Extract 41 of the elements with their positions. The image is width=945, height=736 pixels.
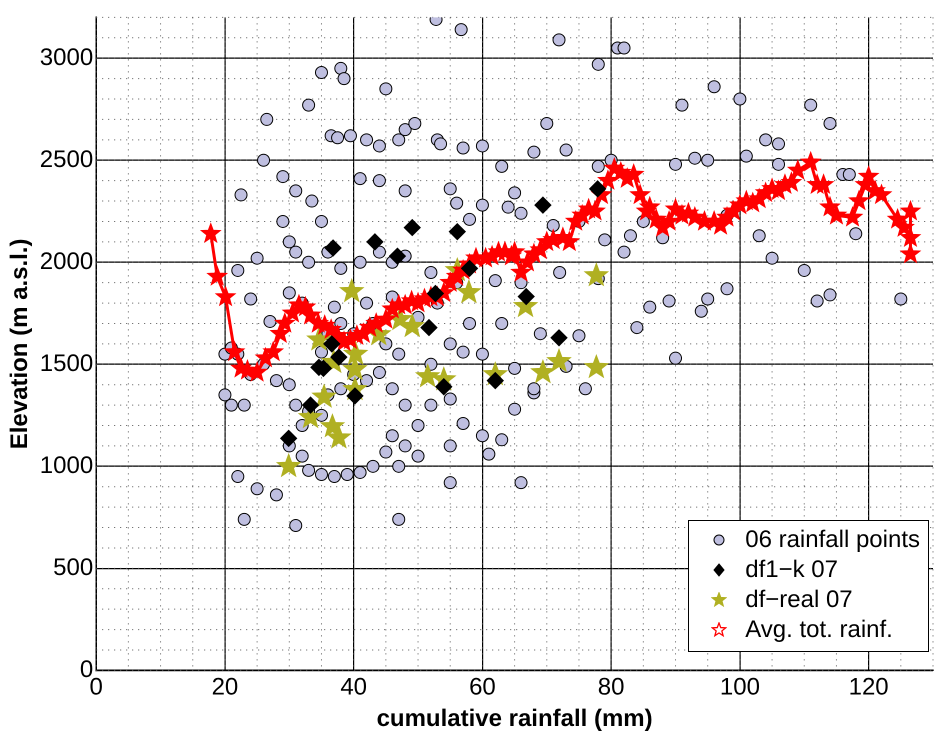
point — [276, 454, 301, 477]
point — [280, 430, 298, 447]
point — [547, 348, 571, 372]
y-tick-label: 1000 — [40, 452, 94, 479]
point — [404, 219, 421, 236]
legend-label: 06 rainfall points — [745, 525, 920, 555]
y-tick-label: 2500 — [40, 146, 94, 173]
x-tick-label: 40 — [340, 673, 368, 700]
point — [340, 278, 364, 302]
point — [388, 248, 406, 265]
point — [323, 335, 340, 352]
point — [344, 342, 368, 364]
legend-label: df−real 07 — [745, 585, 853, 615]
point — [420, 319, 438, 336]
legend-label: Avg. tot. rainf. — [745, 615, 893, 645]
x-tick-label: 20 — [212, 673, 238, 700]
point — [302, 396, 320, 414]
legend-label: df1−k 07 — [745, 555, 838, 585]
y-axis-title: Elevation (m a.s.l.) — [6, 238, 34, 450]
point — [584, 354, 608, 378]
y-tick-label: 500 — [53, 554, 94, 581]
point — [312, 384, 336, 408]
x-tick-label: 120 — [848, 673, 889, 700]
point — [518, 288, 535, 306]
point — [326, 425, 351, 448]
point — [550, 329, 568, 346]
point — [584, 263, 608, 286]
point — [456, 280, 481, 303]
x-tick-label: 80 — [598, 673, 624, 700]
point — [324, 239, 342, 256]
point — [534, 196, 552, 214]
y-tick-label: 1500 — [40, 350, 94, 377]
point — [366, 233, 384, 250]
y-tick-label: 3000 — [40, 44, 94, 71]
point — [416, 364, 440, 387]
x-tick-label: 60 — [469, 673, 496, 700]
x-axis-title: cumulative rainfall (mm) — [376, 705, 653, 732]
point — [307, 327, 331, 350]
y-tick-label: 2000 — [40, 248, 94, 275]
x-tick-label: 100 — [720, 673, 760, 700]
point — [448, 223, 466, 240]
